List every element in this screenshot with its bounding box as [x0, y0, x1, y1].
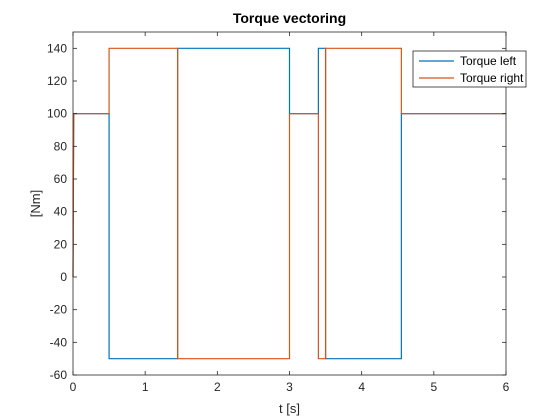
- legend-label-torque-left: Torque left: [460, 54, 517, 68]
- x-tick-label: 3: [286, 380, 293, 394]
- x-tick-label: 4: [358, 380, 365, 394]
- legend-box: [412, 50, 527, 88]
- x-axis-label: t [s]: [279, 401, 300, 416]
- y-tick-label: 80: [54, 139, 68, 153]
- series-layer: [72, 47, 506, 360]
- y-tick-label: 140: [47, 41, 67, 55]
- x-tick-label: 0: [70, 380, 77, 394]
- legend-label-torque-right: Torque right: [460, 71, 524, 85]
- y-tick-label: 60: [54, 172, 68, 186]
- y-tick-label: -40: [50, 335, 68, 349]
- x-tick-label: 5: [430, 380, 437, 394]
- series-line-torque-right: [72, 47, 506, 360]
- y-tick-label: 40: [54, 205, 68, 219]
- y-tick-label: 20: [54, 237, 68, 251]
- x-tick-label: 1: [142, 380, 149, 394]
- x-axis-ticks: 0 1 2 3 4 5 6: [70, 32, 510, 394]
- x-tick-label: 6: [503, 380, 510, 394]
- x-tick-label: 2: [214, 380, 221, 394]
- y-tick-label: 120: [47, 74, 67, 88]
- y-tick-label: 0: [60, 270, 67, 284]
- legend: Torque left Torque right: [412, 50, 527, 88]
- y-axis-label: [Nm]: [28, 190, 43, 217]
- y-tick-label: 100: [47, 107, 67, 121]
- chart-title: Torque vectoring: [233, 10, 346, 26]
- y-axis-ticks: -60 -40 -20 0 20 40 60 80 100 120 140: [47, 41, 506, 382]
- y-tick-label: -60: [50, 368, 68, 382]
- y-tick-label: -20: [50, 303, 68, 317]
